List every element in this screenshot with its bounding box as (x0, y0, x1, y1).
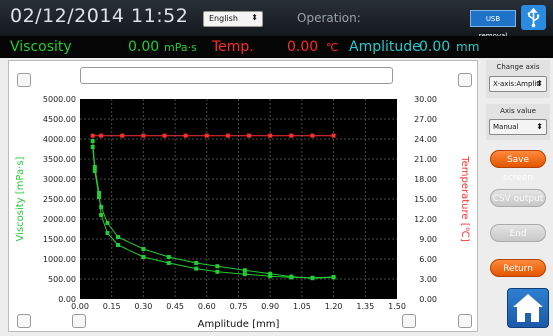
home-icon (513, 294, 543, 322)
top-bar: 02/12/2014 11:52 English ⬍ Operation: US… (0, 0, 553, 40)
axis-value-panel: Axis value Manual ⬍ (486, 104, 550, 140)
chart-panel (8, 60, 478, 332)
viscosity-unit: mPa·s (164, 41, 197, 54)
return-button[interactable]: Return (490, 259, 546, 277)
language-select[interactable]: English ⬍ (203, 11, 263, 27)
select-arrows-icon: ⬍ (536, 122, 543, 131)
change-axis-select[interactable]: X-axis:Amplitude ⬍ (489, 76, 547, 92)
axis-value-label: Axis value (500, 107, 536, 115)
usb-removal-button[interactable]: USB removal (470, 10, 516, 40)
corner-button-bottom-right-2[interactable] (402, 314, 416, 328)
csv-output-button[interactable]: CSV output (490, 189, 546, 207)
corner-button-bottom-left[interactable] (17, 314, 31, 328)
axis-value-select[interactable]: Manual ⬍ (489, 119, 547, 135)
usb-symbol-icon (527, 7, 540, 28)
chart-title-field[interactable] (80, 67, 393, 84)
temperature-value: 0.00 (287, 39, 319, 55)
corner-button-bottom-left-2[interactable] (72, 314, 86, 328)
datetime-display: 02/12/2014 11:52 (10, 5, 189, 27)
temperature-unit: ℃ (326, 41, 339, 54)
save-screen-button[interactable]: Save screen (490, 150, 546, 183)
corner-button-top-left[interactable] (17, 73, 31, 87)
language-value: English (209, 14, 238, 23)
operation-label: Operation: (297, 11, 361, 25)
select-arrows-icon: ⬍ (251, 13, 258, 22)
usb-icon[interactable] (521, 5, 546, 30)
viscosity-label: Viscosity (10, 39, 72, 55)
amplitude-unit: mm (456, 40, 480, 54)
temperature-label: Temp. (212, 39, 254, 55)
home-button[interactable] (507, 288, 549, 328)
corner-button-bottom-right[interactable] (458, 314, 472, 328)
corner-button-top-right[interactable] (458, 73, 472, 87)
viscosity-value: 0.00 (128, 39, 160, 55)
change-axis-label: Change axis (496, 63, 540, 71)
status-bar: Viscosity 0.00 mPa·s Temp. 0.00 ℃ Amplit… (0, 36, 553, 58)
change-axis-panel: Change axis X-axis:Amplitude ⬍ (486, 60, 550, 98)
select-arrows-icon: ⬍ (536, 79, 543, 88)
end-button[interactable]: End (490, 224, 546, 242)
amplitude-value: 0.00 (419, 39, 451, 55)
axis-value-value: Manual (493, 123, 519, 131)
change-axis-value: X-axis:Amplitude (493, 80, 539, 88)
amplitude-label: Amplitude (349, 39, 421, 55)
